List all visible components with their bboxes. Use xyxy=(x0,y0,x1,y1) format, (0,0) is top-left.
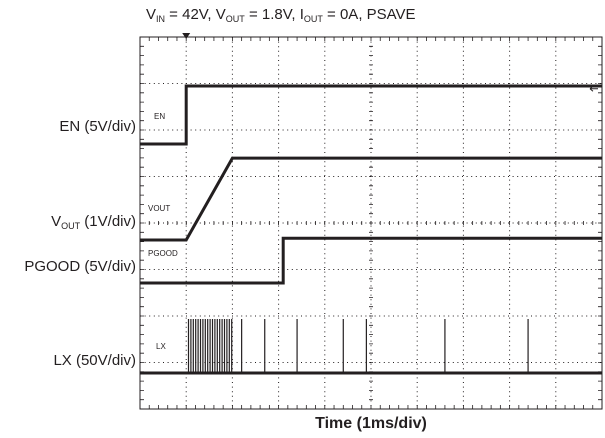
channel-label-lx: LX (50V/div) xyxy=(53,352,136,369)
title-iout-subscript: OUT xyxy=(303,14,323,24)
title-vin-subscript: IN xyxy=(156,14,166,24)
trace-tag-vout: VOUT xyxy=(148,204,170,213)
x-axis-label: Time (1ms/div) xyxy=(315,415,427,432)
trace-en xyxy=(140,84,602,146)
trace-pgood xyxy=(140,236,602,285)
channel-label-en: EN (5V/div) xyxy=(59,118,136,135)
tick-marks xyxy=(139,36,603,410)
title-iout-value: = 0A, PSAVE xyxy=(322,6,416,23)
title-vout-subscript: OUT xyxy=(225,14,245,24)
title-vout-symbol: V xyxy=(215,6,226,23)
vout-label-symbol: V xyxy=(51,213,62,230)
vout-label-subscript: OUT xyxy=(61,221,81,231)
channel-label-pgood: PGOOD (5V/div) xyxy=(24,258,136,275)
trace-tag-lx: LX xyxy=(156,342,166,351)
channel-label-vout: VOUT (1V/div) xyxy=(0,213,136,231)
trace-tag-en: EN xyxy=(154,112,165,121)
trigger-marker-icon xyxy=(182,33,191,39)
title-vin-symbol: V xyxy=(146,6,157,23)
chart-title: VIN = 42V, VOUT = 1.8V, IOUT = 0A, PSAVE xyxy=(146,6,416,24)
axis-ticks xyxy=(139,36,603,410)
trace-tag-pgood: PGOOD xyxy=(148,249,178,258)
title-iout-symbol: I xyxy=(299,6,304,23)
lx-pulse-burst xyxy=(187,319,233,373)
trace-vout xyxy=(140,156,602,242)
traces xyxy=(140,84,602,375)
title-vin-value: = 42V, xyxy=(165,6,216,23)
vout-label-scale: (1V/div) xyxy=(80,213,136,230)
title-vout-value: = 1.8V, xyxy=(244,6,300,23)
